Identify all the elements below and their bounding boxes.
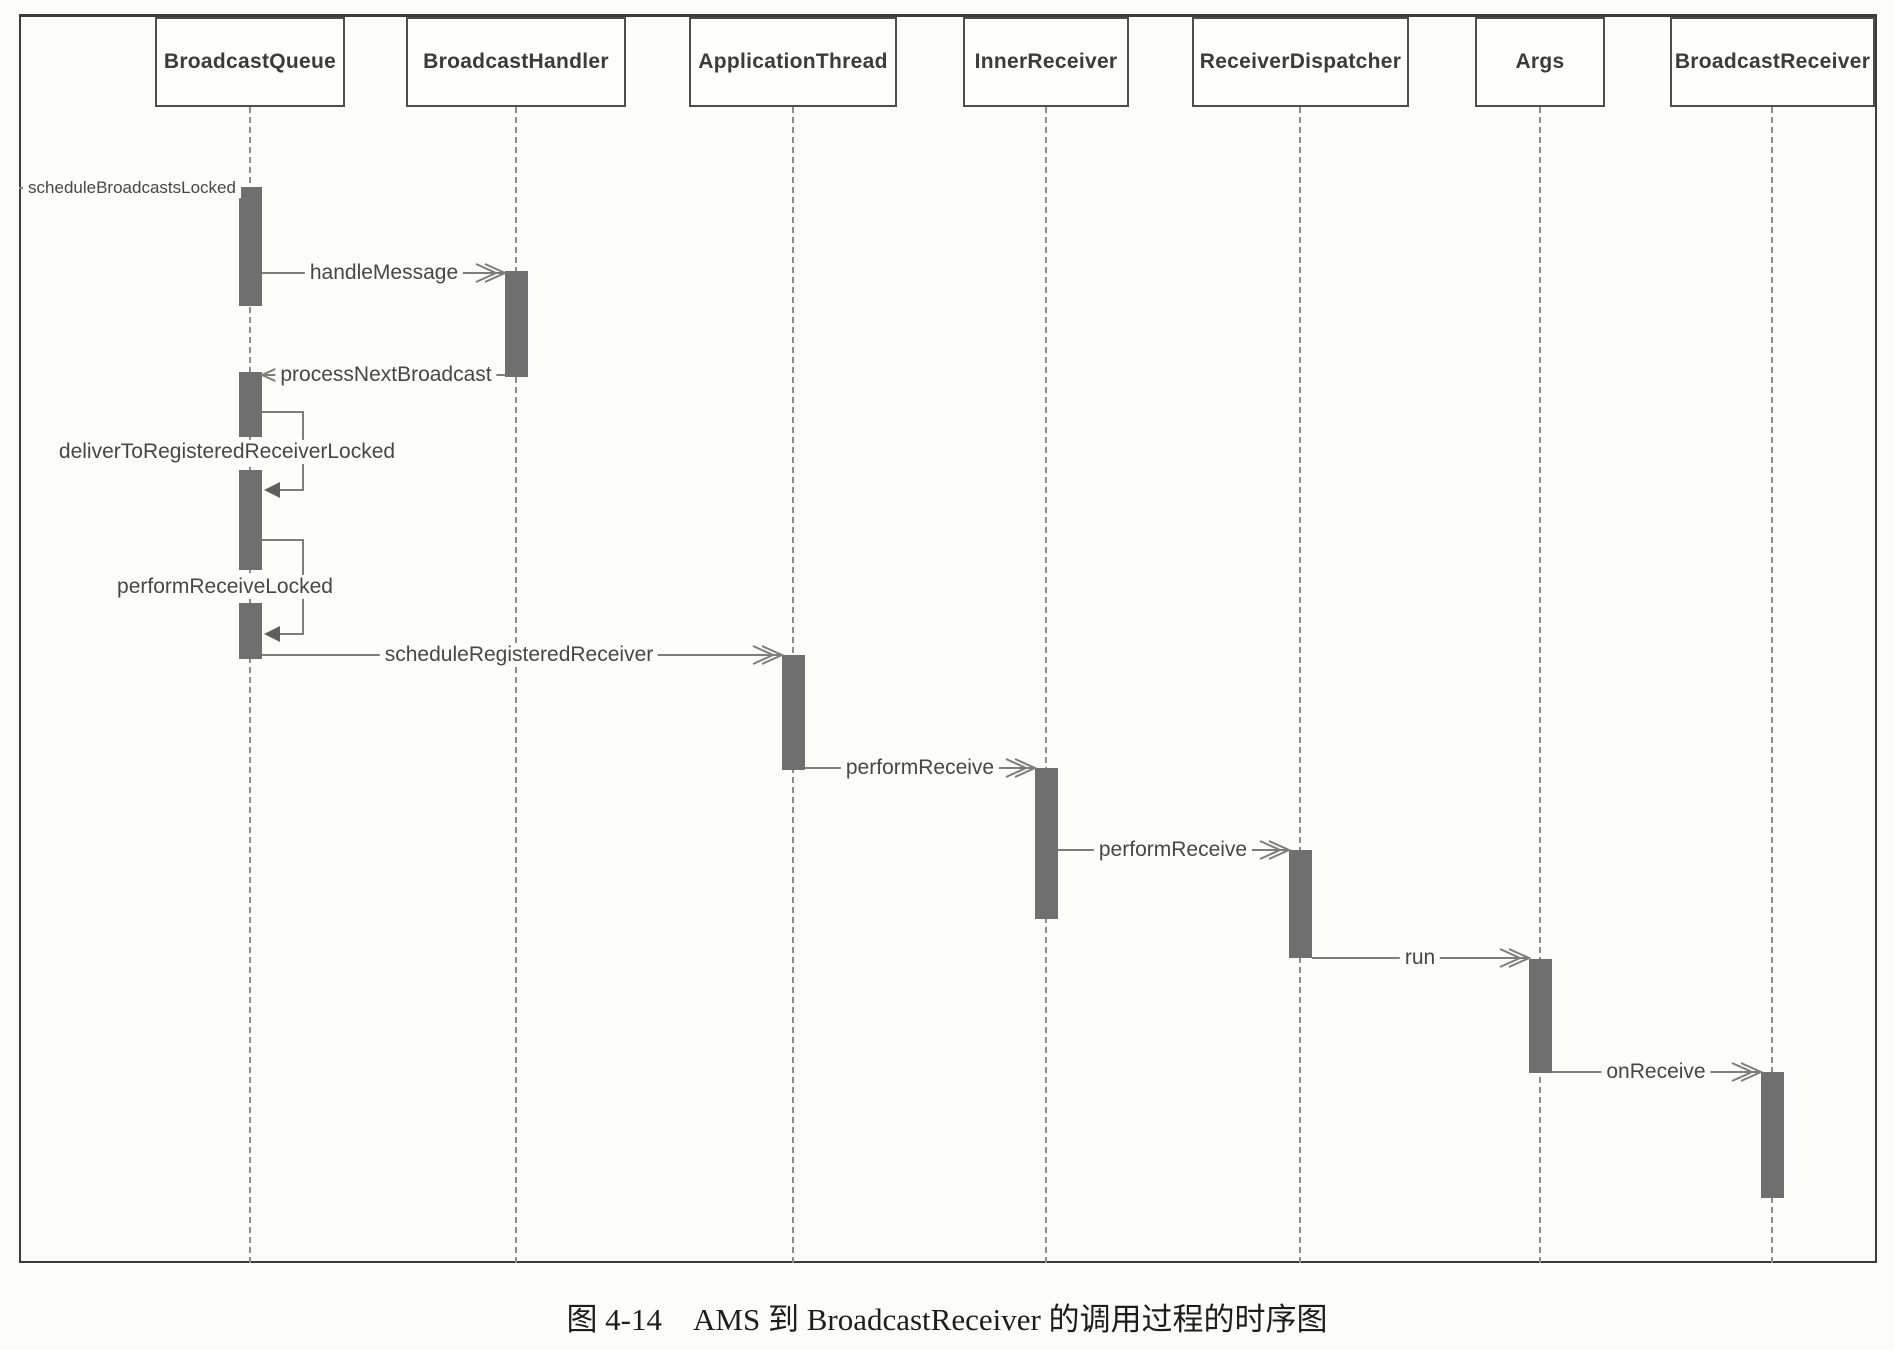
message-onreceive-10-arrowhead [1740, 1062, 1764, 1082]
lifeline-broadcastreceiver [1771, 107, 1773, 1263]
participant-box-broadcastqueue: BroadcastQueue [155, 17, 345, 107]
activation-broadcasthandler-1 [505, 271, 528, 377]
message-performreceive-7-arrowhead [1014, 758, 1038, 778]
activation-broadcastqueue-1 [239, 187, 262, 306]
lifeline-innerreceiver [1045, 107, 1047, 1263]
activation-applicationthread-1 [782, 655, 805, 770]
participant-box-broadcastreceiver: BroadcastReceiver [1670, 17, 1875, 107]
activation-receiverdispatcher-1 [1289, 850, 1312, 958]
diagram-frame [19, 14, 1877, 1263]
message-scheduleregisteredreceiver-6-arrowhead [761, 645, 785, 665]
message-delivertoregisteredreceiverlocked-4-arrowhead [264, 482, 280, 498]
message-label-schedulebroadcastslocked-1: scheduleBroadcastsLocked [23, 178, 241, 198]
message-label-delivertoregisteredreceiverlocked-4: deliverToRegisteredReceiverLocked [53, 439, 401, 465]
message-label-performreceive-7: performReceive [840, 755, 1000, 781]
lifeline-receiverdispatcher [1299, 107, 1301, 1263]
message-processnextbroadcast-3-arrowhead [259, 365, 283, 385]
message-onreceive-10-arrowhead-ghost [1731, 1062, 1755, 1082]
activation-broadcastreceiver-1 [1761, 1072, 1784, 1198]
message-run-9-arrowhead [1508, 948, 1532, 968]
message-label-scheduleregisteredreceiver-6: scheduleRegisteredReceiver [379, 642, 659, 668]
participant-box-applicationthread: ApplicationThread [689, 17, 897, 107]
message-label-processnextbroadcast-3: processNextBroadcast [275, 362, 497, 388]
participant-label-broadcasthandler: BroadcastHandler [423, 50, 609, 73]
message-label-onreceive-10: onReceive [1601, 1059, 1711, 1085]
message-handlemessage-2-arrowhead-ghost [475, 263, 499, 283]
participant-box-broadcasthandler: BroadcastHandler [406, 17, 626, 107]
message-label-run-9: run [1399, 945, 1441, 971]
lifeline-broadcasthandler [515, 107, 517, 1263]
message-scheduleregisteredreceiver-6-arrowhead-ghost [752, 645, 776, 665]
message-performreceive-8-arrowhead [1268, 840, 1292, 860]
participant-box-receiverdispatcher: ReceiverDispatcher [1192, 17, 1409, 107]
message-performreceivelocked-5-arrowhead [264, 626, 280, 642]
lifeline-broadcastqueue [249, 107, 251, 1263]
activation-broadcastqueue-4 [239, 603, 262, 659]
lifeline-args [1539, 107, 1541, 1263]
figure-caption: 图 4-14 AMS 到 BroadcastReceiver 的调用过程的时序图 [566, 1302, 1328, 1337]
participant-label-applicationthread: ApplicationThread [698, 50, 888, 73]
participant-box-args: Args [1475, 17, 1605, 107]
participant-label-innerreceiver: InnerReceiver [974, 50, 1118, 73]
participant-label-receiverdispatcher: ReceiverDispatcher [1199, 50, 1402, 73]
message-label-performreceivelocked-5: performReceiveLocked [112, 574, 338, 600]
activation-innerreceiver-1 [1035, 768, 1058, 919]
activation-broadcastqueue-3 [239, 470, 262, 570]
activation-args-1 [1529, 959, 1552, 1073]
participant-label-broadcastqueue: BroadcastQueue [163, 50, 337, 73]
message-performreceive-8-arrowhead-ghost [1259, 840, 1283, 860]
participant-box-innerreceiver: InnerReceiver [963, 17, 1129, 107]
participant-label-args: Args [1515, 50, 1565, 73]
message-label-handlemessage-2: handleMessage [304, 260, 464, 286]
message-run-9-arrowhead-ghost [1499, 948, 1523, 968]
activation-broadcastqueue-2 [239, 372, 262, 437]
message-handlemessage-2-arrowhead [484, 263, 508, 283]
participant-label-broadcastreceiver: BroadcastReceiver [1674, 50, 1871, 73]
message-label-performreceive-8: performReceive [1093, 837, 1253, 863]
message-performreceive-7-arrowhead-ghost [1005, 758, 1029, 778]
